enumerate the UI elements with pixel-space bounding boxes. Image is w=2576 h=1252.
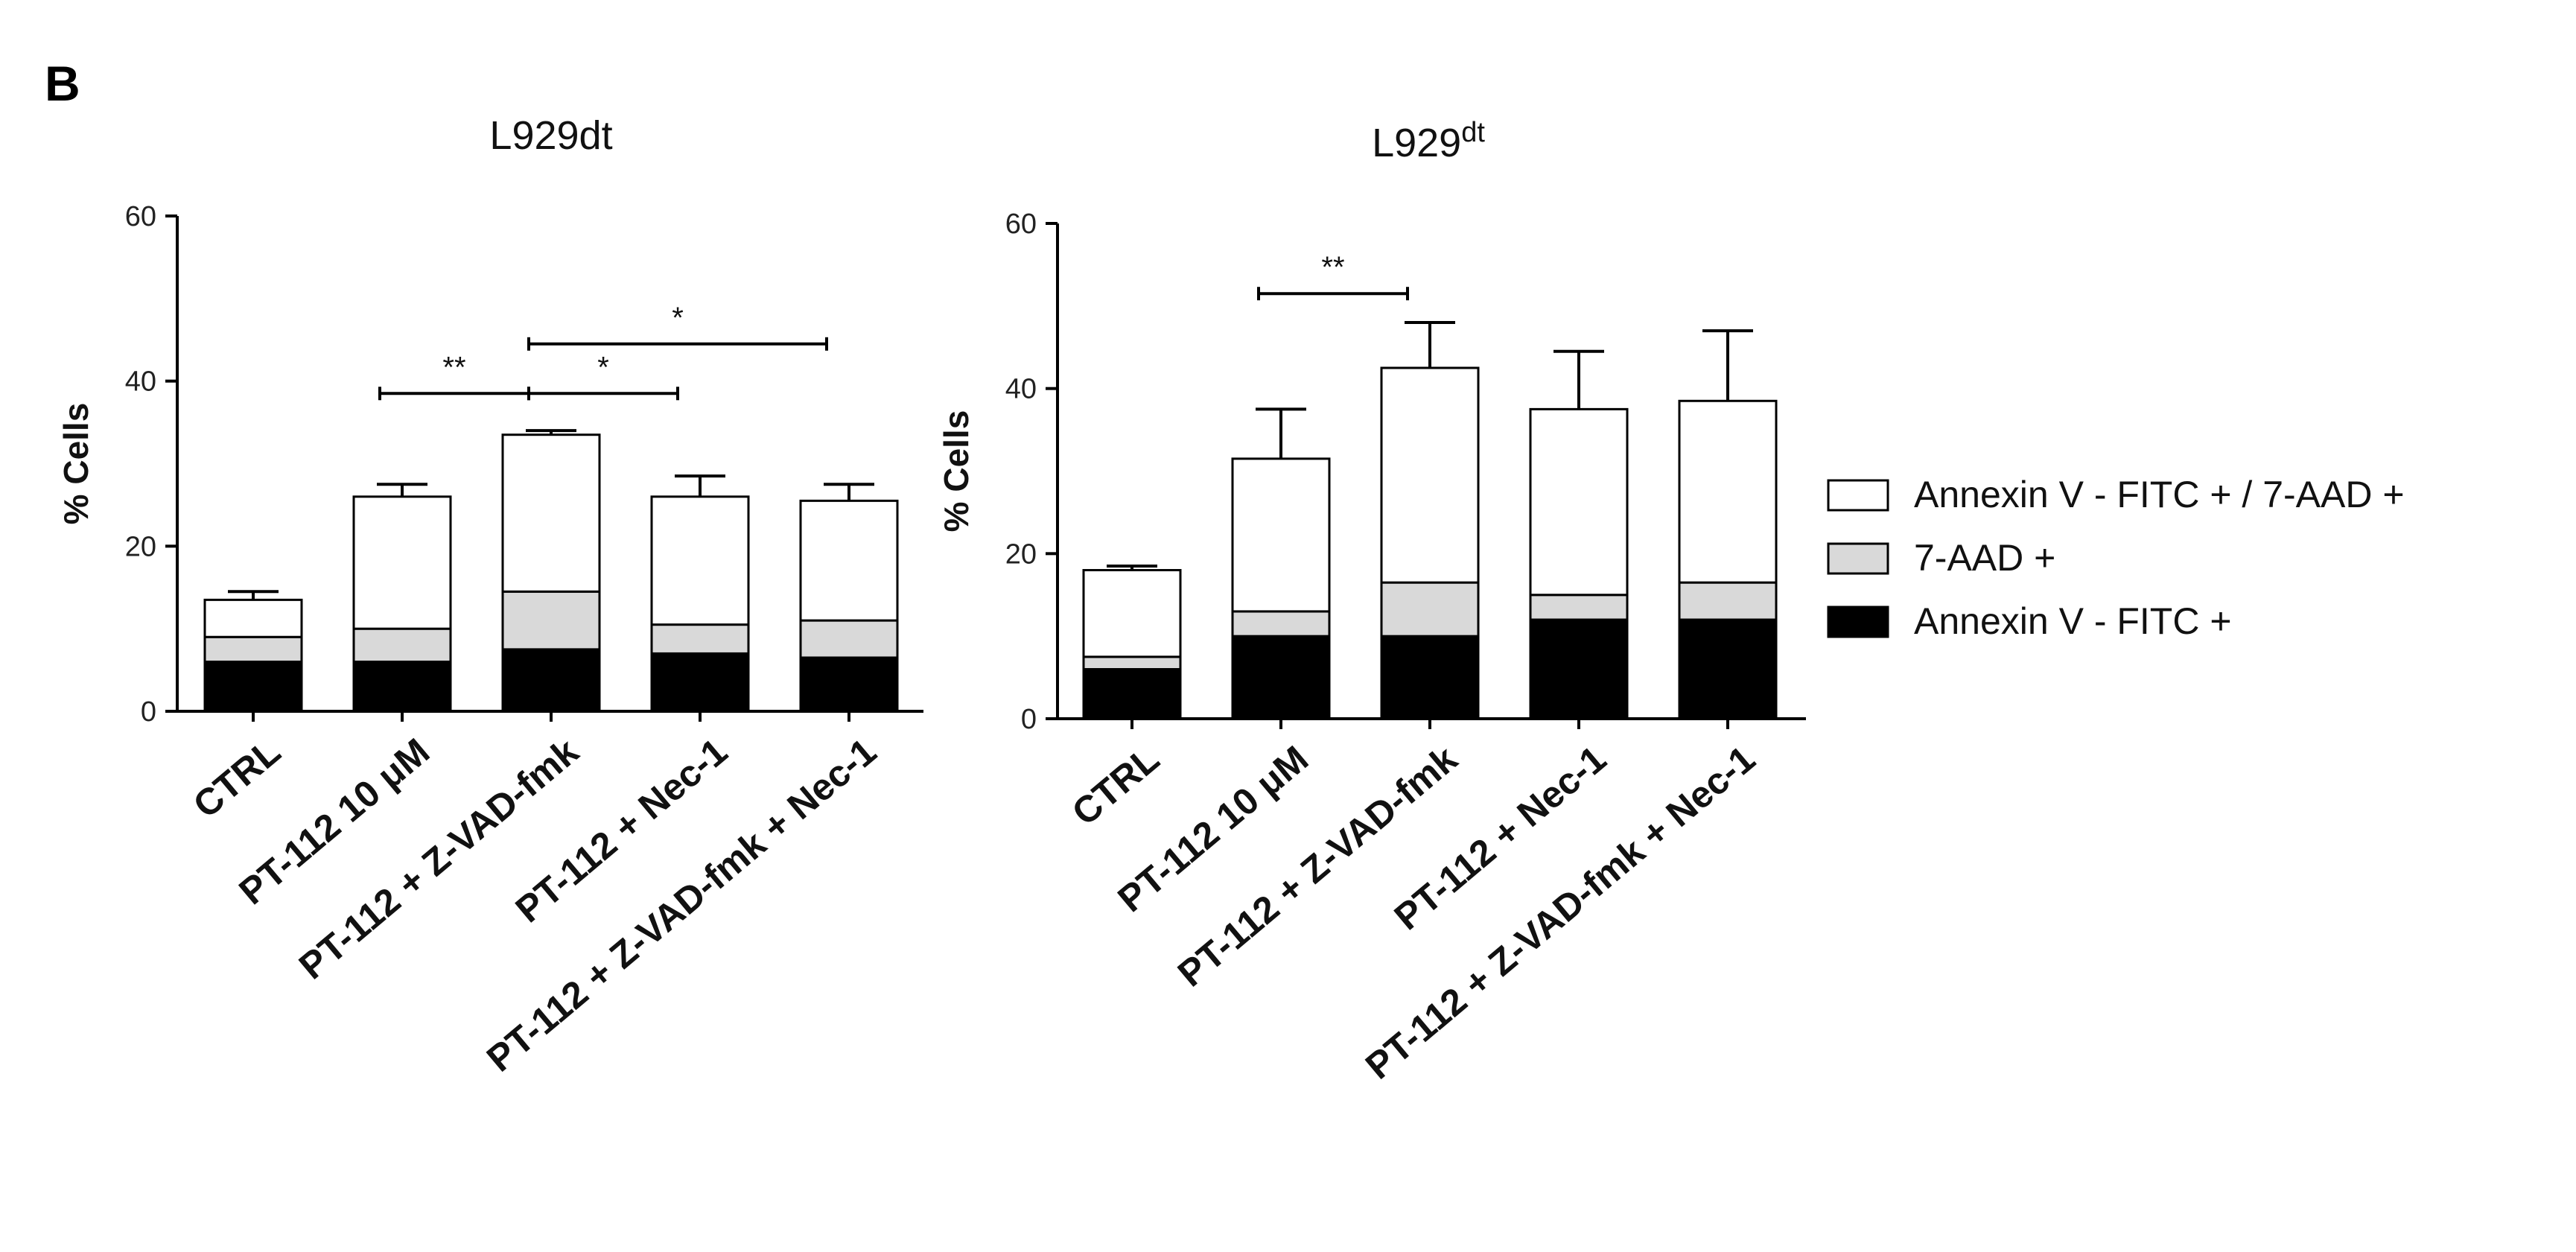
y-tick-label: 60 — [1005, 209, 1037, 240]
aad-segment — [650, 623, 750, 655]
double-positive-segment — [203, 598, 303, 638]
chart-title-main: L929 — [1372, 121, 1461, 165]
y-tick-label: 20 — [1005, 538, 1037, 570]
annexin-fitc-segment — [799, 656, 899, 713]
legend-swatch — [1827, 606, 1889, 638]
aad-segment — [1380, 581, 1480, 638]
aad-segment — [352, 627, 452, 664]
significance-label: ** — [442, 351, 465, 384]
double-positive-segment — [1380, 366, 1480, 584]
chart-title: L929dt — [1372, 117, 1485, 165]
annexin-fitc-segment — [1231, 635, 1331, 720]
significance-label: * — [672, 302, 684, 334]
double-positive-segment — [1678, 399, 1778, 584]
significance-label: ** — [1321, 251, 1344, 284]
x-tick-label: CTRL — [1064, 738, 1167, 834]
x-tick-label: CTRL — [185, 731, 288, 827]
chart-title: L929dt — [489, 113, 612, 158]
aad-segment — [203, 635, 303, 663]
aad-segment — [1529, 594, 1629, 621]
double-positive-segment — [1231, 457, 1331, 613]
y-tick-label: 20 — [125, 531, 156, 562]
legend: Annexin V - FITC + / 7-AAD + 7-AAD + Annex… — [1827, 474, 2405, 642]
y-tick-label: 0 — [1021, 704, 1037, 735]
legend-label: 7-AAD + — [1914, 537, 2055, 579]
chart-title-superscript: dt — [1461, 117, 1485, 148]
y-tick-label: 0 — [141, 696, 156, 728]
annexin-fitc-segment — [203, 661, 303, 713]
double-positive-segment — [1082, 569, 1182, 658]
y-axis-label: % Cells — [57, 403, 95, 525]
panel-label: B — [45, 56, 80, 111]
legend-label: Annexin V - FITC + — [1914, 600, 2232, 642]
aad-segment — [501, 590, 601, 651]
annexin-fitc-segment — [1082, 668, 1182, 720]
annexin-fitc-segment — [1678, 618, 1778, 720]
legend-label: Annexin V - FITC + / 7-AAD + — [1914, 474, 2405, 515]
double-positive-segment — [799, 499, 899, 622]
annexin-fitc-segment — [1380, 635, 1480, 720]
chart-title-main: L929dt — [489, 113, 612, 158]
double-positive-segment — [501, 433, 601, 593]
x-tick-label: PT-112 + Z-VAD-fmk — [291, 730, 586, 987]
y-axis-label: % Cells — [937, 410, 976, 533]
legend-swatch — [1827, 542, 1889, 575]
y-tick-label: 60 — [125, 201, 156, 232]
y-tick-label: 40 — [125, 366, 156, 398]
y-tick-label: 40 — [1005, 374, 1037, 405]
legend-swatch — [1827, 479, 1889, 512]
aad-segment — [1231, 610, 1331, 638]
double-positive-segment — [1529, 407, 1629, 597]
significance-label: * — [597, 351, 609, 384]
aad-segment — [799, 619, 899, 659]
double-positive-segment — [650, 495, 750, 626]
aad-segment — [1082, 655, 1182, 670]
aad-segment — [1678, 581, 1778, 621]
double-positive-segment — [352, 495, 452, 630]
annexin-fitc-segment — [650, 652, 750, 713]
annexin-fitc-segment — [501, 648, 601, 713]
annexin-fitc-segment — [1529, 618, 1629, 720]
x-tick-label: PT-112 + Z-VAD-fmk — [1170, 737, 1465, 994]
annexin-fitc-segment — [352, 661, 452, 713]
